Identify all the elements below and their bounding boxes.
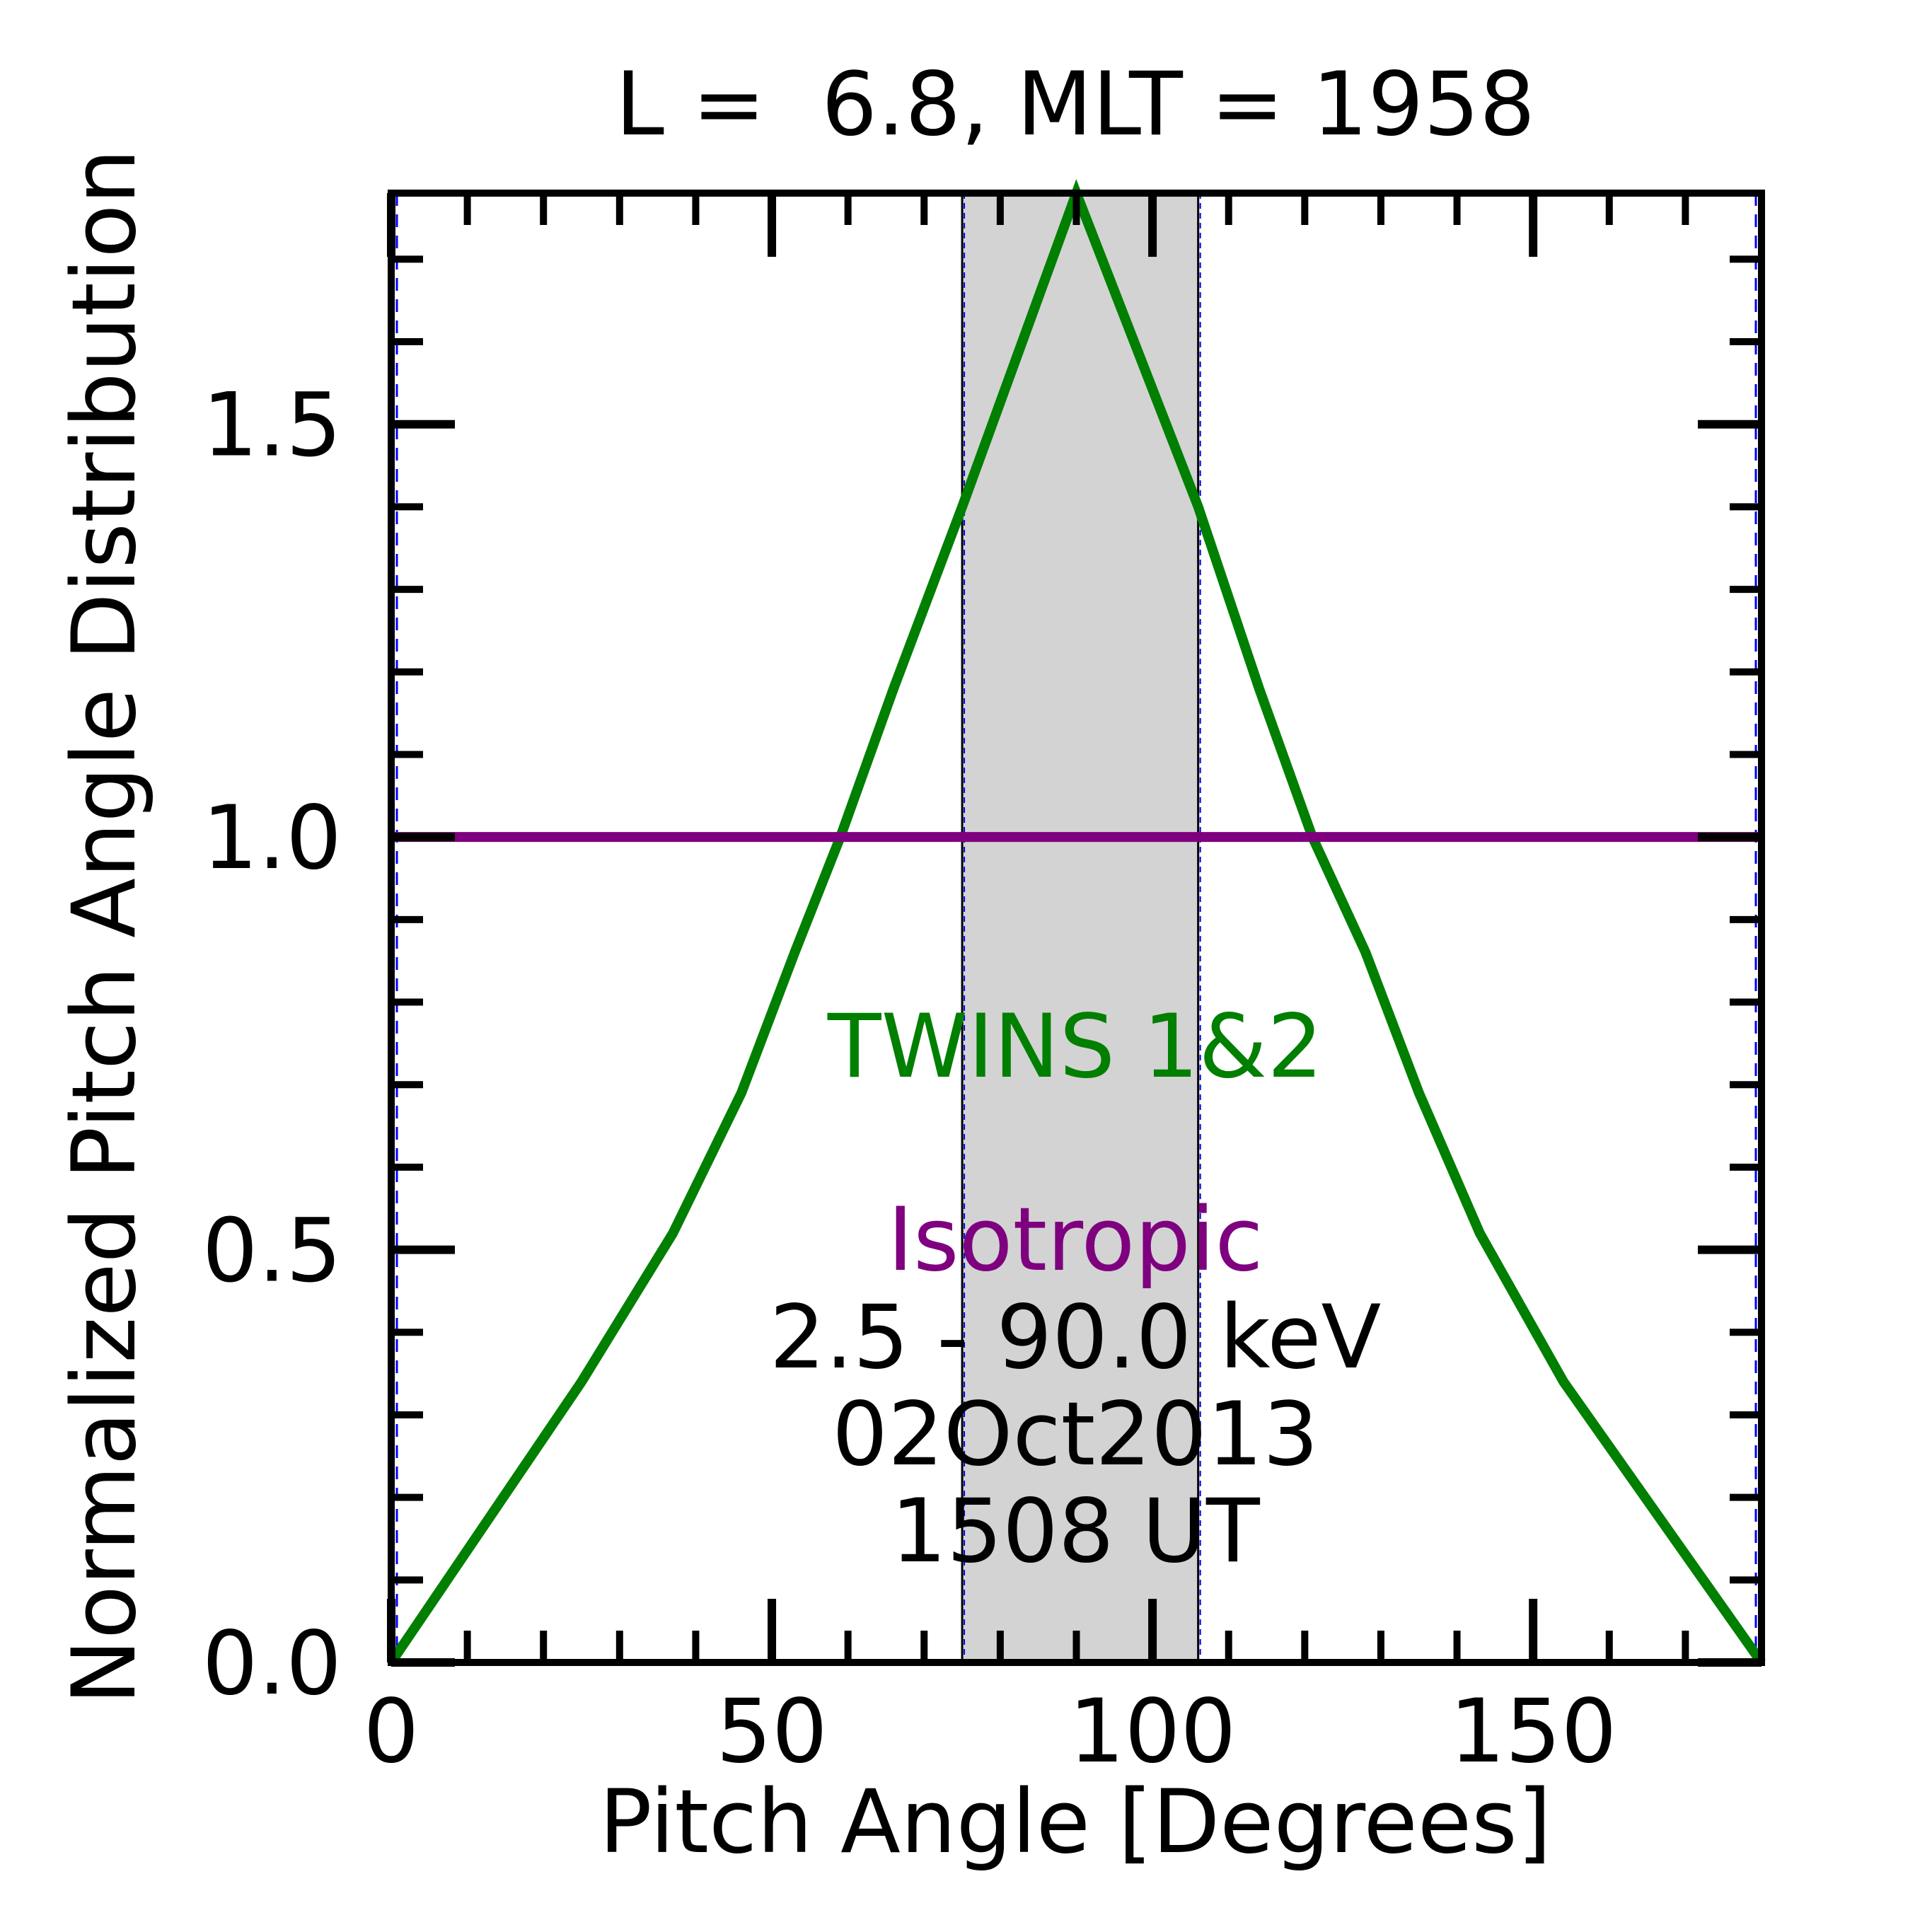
y-tick-label: 0.0 (202, 1613, 342, 1715)
x-tick-label: 100 (1069, 1681, 1237, 1783)
y-tick-label: 1.5 (202, 375, 342, 477)
chart-title: L = 6.8, MLT = 1958 (615, 54, 1535, 156)
x-tick-label: 50 (716, 1681, 828, 1783)
time-label: 1508 UT (891, 1481, 1261, 1583)
y-tick-label: 0.5 (202, 1201, 342, 1302)
x-tick-label: 150 (1450, 1681, 1617, 1783)
y-tick-label: 1.0 (202, 787, 342, 889)
axes-frame (388, 190, 1765, 1666)
plot-layer (387, 179, 1766, 1666)
shaded-region (962, 193, 1198, 1662)
y-axis-title: Normalized Pitch Angle Distribution (54, 149, 156, 1705)
legend-twins: TWINS 1&2 (827, 996, 1323, 1098)
energy-range-label: 2.5 - 90.0 keV (770, 1287, 1382, 1389)
x-axis-title: Pitch Angle [Degrees] (599, 1771, 1551, 1873)
legend-isotropic: Isotropic (887, 1189, 1263, 1291)
axes-layer: 0 50 100 150 0.0 0.5 1.0 1.5 (202, 190, 1765, 1783)
x-tick-label: 0 (364, 1681, 420, 1783)
date-label: 02Oct2013 (832, 1384, 1319, 1486)
